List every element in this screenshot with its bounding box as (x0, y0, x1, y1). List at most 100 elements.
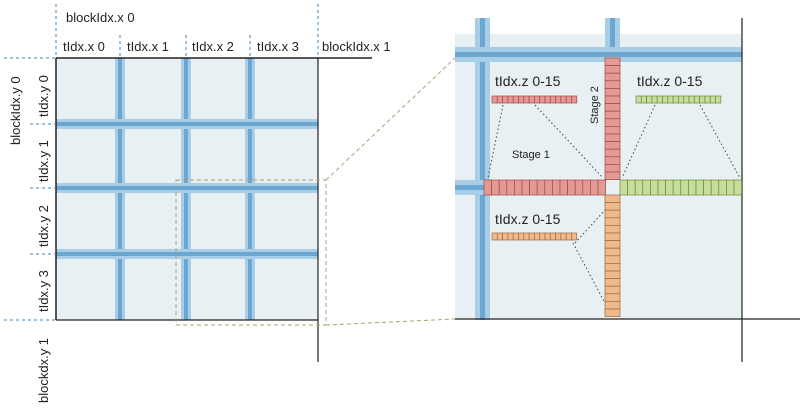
red-strip-small-cell (512, 95, 519, 104)
red-strip-vertical-cell (604, 103, 621, 112)
orange-strip-small-cell (523, 232, 530, 241)
orange-strip-small-cell (491, 232, 498, 241)
orange-strip-small-cell (528, 232, 535, 241)
green-strip-small-cell (688, 95, 695, 104)
red-strip-horizontal-cell (498, 179, 508, 196)
orange-strip-small-cell (534, 232, 541, 241)
green-strip-horizontal-cell (703, 179, 712, 196)
orange-strip-small-cell (539, 232, 546, 241)
red-strip-small-cell (565, 95, 572, 104)
orange-strip-vertical-cell (604, 202, 621, 211)
orange-strip-vertical-cell (604, 225, 621, 234)
red-strip-small-cell (528, 95, 535, 104)
green-strip-small (635, 95, 722, 104)
orange-strip-small-cell (518, 232, 525, 241)
red-strip-horizontal-cell (582, 179, 591, 196)
green-strip-small-cell (704, 95, 711, 104)
red-strip-horizontal (483, 179, 606, 196)
green-strip-small-cell (640, 95, 647, 104)
red-strip-small-cell (507, 95, 514, 104)
tidx-y3-label: tIdx.y 3 (36, 270, 51, 312)
blockidx-y1-label: blockdx.y 1 (36, 338, 51, 403)
orange-strip-vertical-cell (604, 285, 621, 295)
red-strip-vertical-cell (604, 126, 621, 135)
orange-strip-small-cell (565, 232, 572, 241)
orange-strip-small-cell (544, 232, 551, 241)
thread-separator-horizontal-core-3 (56, 252, 318, 256)
red-strip-vertical-cell (604, 148, 621, 158)
blockidx-x1-label: blockIdx.x 1 (322, 39, 391, 54)
green-strip-small-cell (678, 95, 685, 104)
red-strip-small-cell (496, 95, 503, 104)
thread-grid-lines (56, 58, 318, 320)
orange-strip-vertical (604, 194, 621, 317)
green-strip-horizontal-cell (733, 179, 742, 196)
red-strip-small-cell (571, 95, 578, 104)
tidx-x0-label: tIdx.x 0 (63, 39, 105, 54)
green-strip-small-cell (715, 95, 722, 104)
orange-strip-vertical-cell (604, 270, 621, 279)
red-strip-vertical-cell (604, 156, 621, 165)
red-strip-small-cell (518, 95, 525, 104)
red-strip-vertical-cell (604, 88, 621, 97)
green-strip-horizontal-cell (688, 179, 697, 196)
red-strip-small-cell (539, 95, 546, 104)
red-strip-horizontal-cell (574, 179, 584, 196)
orange-strip-vertical-cell (604, 308, 621, 317)
red-strip-small-cell (544, 95, 551, 104)
orange-strip-small (491, 232, 578, 241)
green-strip-horizontal-cell (695, 179, 704, 196)
tidx-x1-label: tIdx.x 1 (127, 39, 169, 54)
green-strip-small-cell (699, 95, 706, 104)
zoom-blue-vertical-left-core (480, 18, 485, 320)
zoom-blue-horizontal-mid-left-core (455, 185, 485, 190)
red-strip-horizontal-cell (529, 179, 538, 196)
stage1-label: Stage 1 (512, 149, 550, 161)
red-strip-vertical-cell (604, 133, 621, 142)
thread-separator-horizontal-core-1 (56, 122, 318, 126)
red-strip-vertical-cell (604, 171, 621, 180)
green-strip-horizontal-cell (672, 179, 682, 196)
red-strip-horizontal-cell (552, 179, 561, 196)
red-strip-small-cell (491, 95, 498, 104)
green-strip-small-cell (656, 95, 663, 104)
blockidx-y0-label: blockIdx.y 0 (8, 76, 23, 145)
green-strip-horizontal-cell (634, 179, 644, 196)
green-strip-horizontal-cell (642, 179, 651, 196)
green-strip-horizontal-cell (650, 179, 659, 196)
orange-strip-small-cell (560, 232, 567, 241)
orange-strip-vertical-cell (604, 255, 621, 264)
red-strip-horizontal-cell (567, 179, 576, 196)
red-strip-horizontal-cell (559, 179, 568, 196)
red-strip-horizontal-cell (514, 179, 523, 196)
green-strip-horizontal-cell (665, 179, 674, 196)
reduction-dotted-lines (487, 104, 741, 304)
tidx-y1-label: tIdx.y 1 (36, 140, 51, 182)
thread-separator-horizontal-core-2 (56, 186, 318, 190)
zoom-connector-bottom (325, 318, 456, 326)
tidx-x3-label: tIdx.x 3 (257, 39, 299, 54)
tidx-x2-label: tIdx.x 2 (192, 39, 234, 54)
tidx-y2-label: tIdx.y 2 (36, 205, 51, 247)
shared-memory-strips (483, 57, 742, 317)
red-strip-vertical-cell (604, 57, 621, 66)
red-strip-horizontal-cell (491, 179, 500, 196)
tidx-z-green-label: tIdx.z 0-15 (637, 73, 703, 89)
left-grid (55, 57, 372, 362)
green-strip-small-cell (651, 95, 658, 104)
green-strip-horizontal-cell (680, 179, 689, 196)
red-strip-vertical-cell (604, 72, 621, 82)
red-strip-vertical-cell (604, 95, 621, 104)
green-strip-small-cell (693, 95, 700, 104)
tidx-z-orange-label: tIdx.z 0-15 (495, 211, 561, 227)
orange-strip-vertical-cell (604, 263, 621, 272)
orange-strip-small-cell (512, 232, 519, 241)
red-strip-horizontal-cell (521, 179, 530, 196)
green-strip-horizontal (619, 179, 742, 196)
stage2-label: Stage 2 (589, 86, 601, 124)
red-strip-small-cell (560, 95, 567, 104)
red-strip-horizontal-cell (597, 179, 606, 196)
red-strip-horizontal-cell (544, 179, 553, 196)
green-strip-horizontal-cell (710, 179, 720, 196)
